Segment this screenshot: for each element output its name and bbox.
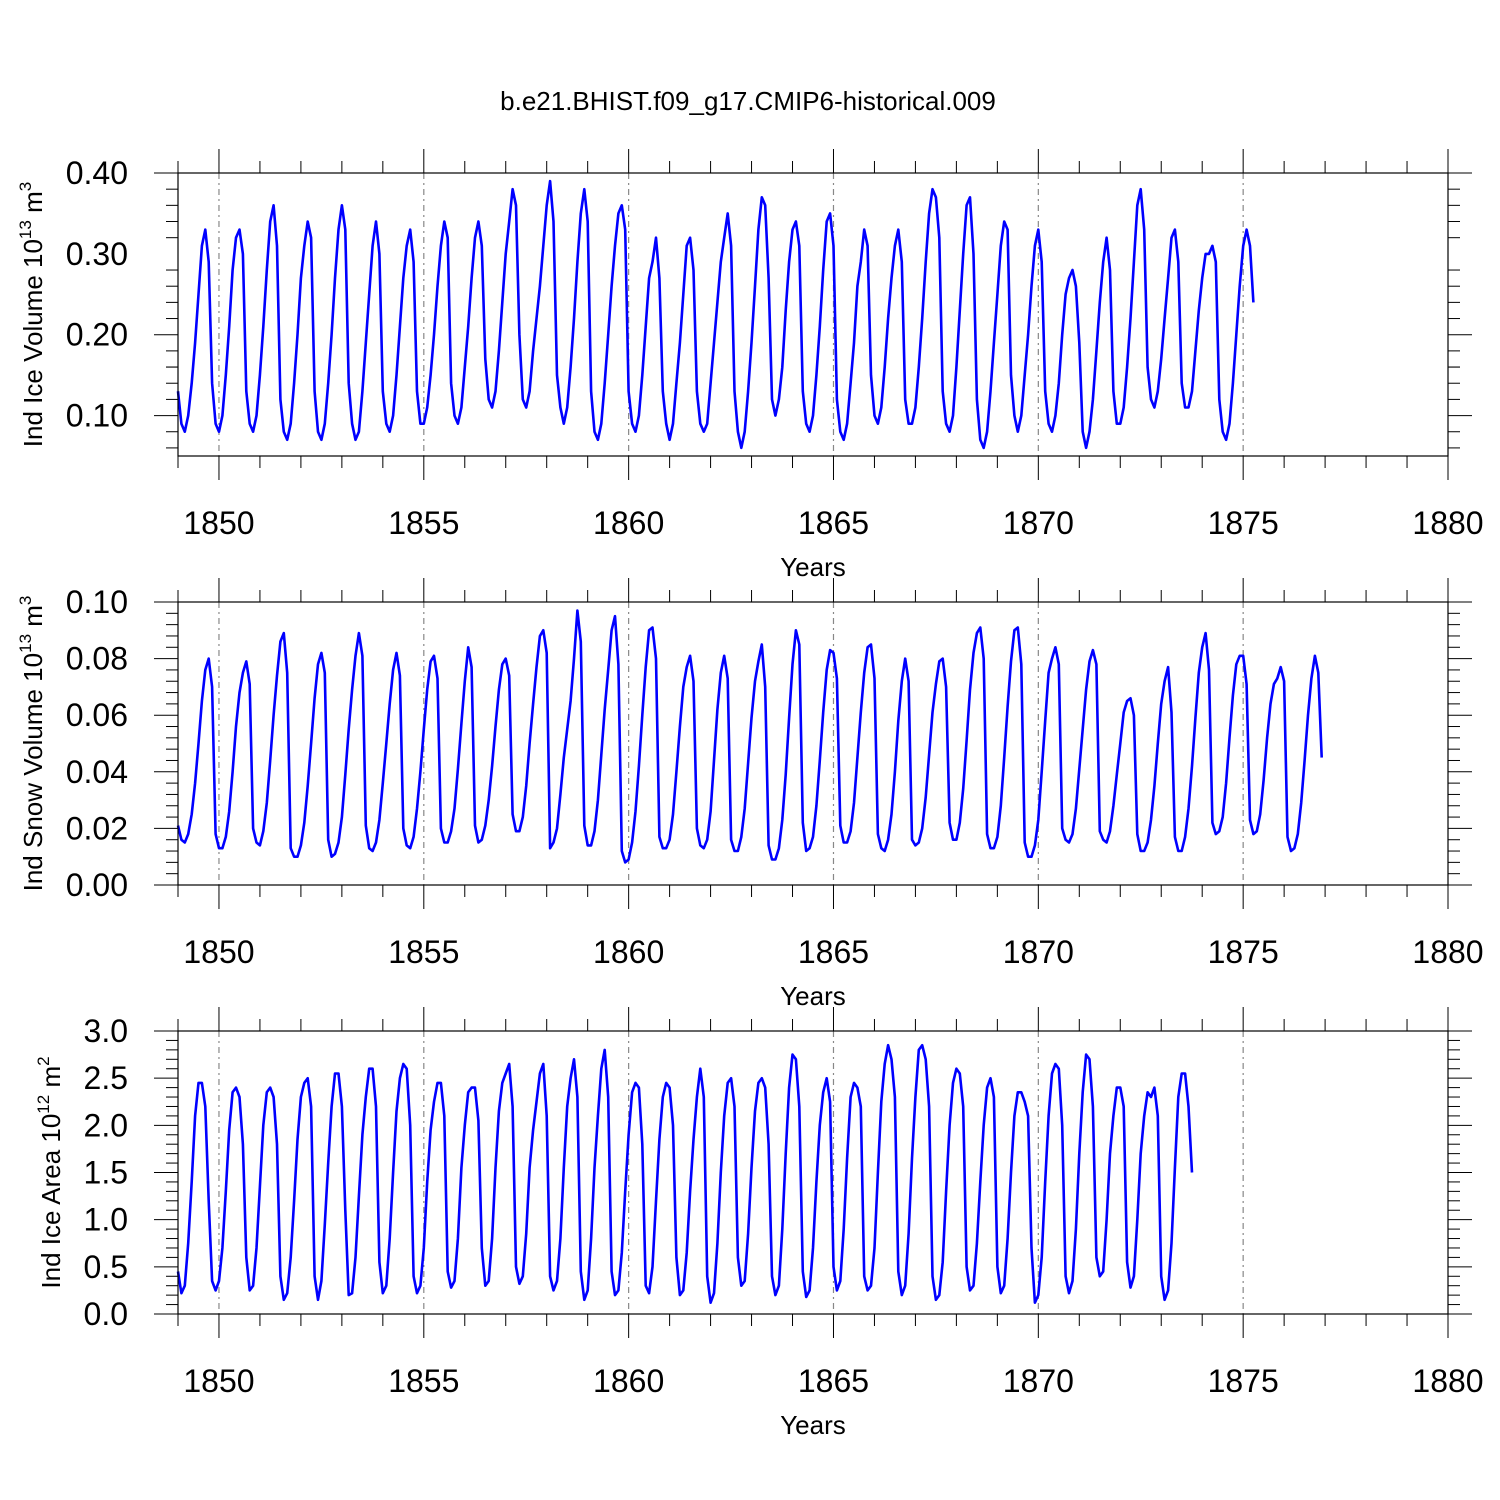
x-tick-label: 1850 <box>183 505 254 541</box>
y-axis-label-text: Ind Ice Volume 10 <box>18 239 48 447</box>
y-tick-label: 0.04 <box>66 754 128 790</box>
y-axis-label-unit: m <box>18 605 48 634</box>
x-tick-label: 1850 <box>183 934 254 970</box>
y-tick-label: 0.08 <box>66 641 128 677</box>
panel-2: 1850 1855 1860 1865 1870 1875 1880 0.00 0.02 0.04… <box>16 578 1484 1011</box>
y-axis-label-text: Ind Snow Volume 10 <box>18 653 48 892</box>
y-axis-label-exponent: 13 <box>16 220 35 239</box>
series-line <box>176 179 1255 450</box>
x-tick-label: 1855 <box>388 505 459 541</box>
x-tick-label: 1880 <box>1412 1363 1483 1399</box>
y-axis-label-unit: m <box>18 191 48 220</box>
x-tick-label: 1875 <box>1208 934 1279 970</box>
x-tick-label: 1870 <box>1003 505 1074 541</box>
x-tick-label: 1865 <box>798 505 869 541</box>
series-line <box>176 1043 1194 1304</box>
y-axis-label: Ind Ice Area 1012 m2 <box>34 1056 66 1288</box>
x-tick-label: 1870 <box>1003 1363 1074 1399</box>
y-axis-label-unit: m <box>36 1066 66 1095</box>
figure-title: b.e21.BHIST.f09_g17.CMIP6-historical.009 <box>500 86 996 116</box>
y-tick-label: 0.00 <box>66 867 128 903</box>
plot-frame <box>177 172 1449 457</box>
y-tick-label: 0.06 <box>66 697 128 733</box>
y-tick-label: 3.0 <box>84 1013 128 1049</box>
y-tick-label: 0.10 <box>66 398 128 434</box>
y-axis-label-text: Ind Ice Area 10 <box>36 1114 66 1289</box>
x-tick-label: 1855 <box>388 1363 459 1399</box>
y-tick-label: 1.0 <box>84 1202 128 1238</box>
y-axis-label: Ind Snow Volume 1013 m3 <box>16 596 48 892</box>
x-axis-label: Years <box>780 1410 846 1440</box>
y-tick-label: 1.5 <box>84 1155 128 1191</box>
panel-3: 1850 1855 1860 1865 1870 1875 1880 0.0 0.5 1.0 1.5… <box>34 1007 1484 1440</box>
series-line <box>176 609 1323 864</box>
y-tick-label: 0.0 <box>84 1296 128 1332</box>
x-tick-label: 1870 <box>1003 934 1074 970</box>
y-axis-label: Ind Ice Volume 1013 m3 <box>16 182 48 447</box>
y-axis-label-unit-exponent: 2 <box>34 1056 53 1065</box>
panel-1: 1850 1855 1860 1865 1870 1875 1880 0.10 0.20 0.30… <box>16 149 1484 582</box>
x-tick-label: 1855 <box>388 934 459 970</box>
y-tick-label: 0.20 <box>66 317 128 353</box>
x-axis-label: Years <box>780 552 846 582</box>
y-tick-label: 0.40 <box>66 155 128 191</box>
panels: 1850 1855 1860 1865 1870 1875 1880 0.10 0.20 0.30… <box>16 149 1484 1440</box>
x-tick-label: 1880 <box>1412 505 1483 541</box>
y-axis-label-unit-exponent: 3 <box>16 596 35 605</box>
y-axis-label-exponent: 13 <box>16 634 35 653</box>
y-axis-label-unit-exponent: 3 <box>16 182 35 191</box>
x-tick-label: 1875 <box>1208 1363 1279 1399</box>
y-tick-label: 0.5 <box>84 1249 128 1285</box>
y-tick-label: 0.30 <box>66 236 128 272</box>
y-tick-label: 0.02 <box>66 810 128 846</box>
plot-frame <box>177 601 1449 886</box>
x-tick-label: 1865 <box>798 1363 869 1399</box>
x-tick-label: 1860 <box>593 505 664 541</box>
y-axis-label-exponent: 12 <box>34 1095 53 1114</box>
x-tick-label: 1865 <box>798 934 869 970</box>
y-tick-label: 0.10 <box>66 584 128 620</box>
x-tick-label: 1850 <box>183 1363 254 1399</box>
x-tick-label: 1875 <box>1208 505 1279 541</box>
x-tick-label: 1880 <box>1412 934 1483 970</box>
x-tick-label: 1860 <box>593 934 664 970</box>
x-axis-label: Years <box>780 981 846 1011</box>
y-tick-label: 2.5 <box>84 1060 128 1096</box>
x-tick-label: 1860 <box>593 1363 664 1399</box>
y-tick-label: 2.0 <box>84 1107 128 1143</box>
